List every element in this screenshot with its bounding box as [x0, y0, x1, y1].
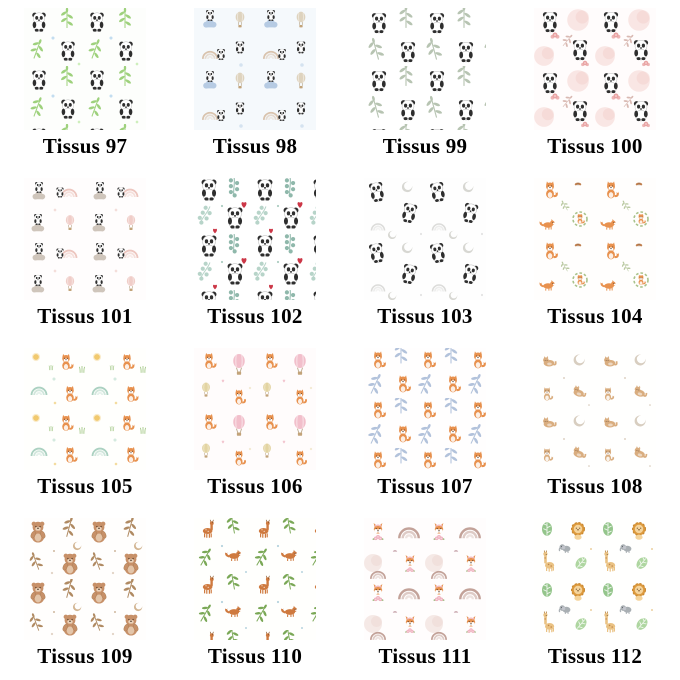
fabric-label: Tissus 107: [377, 474, 473, 498]
fabric-label: Tissus 105: [37, 474, 133, 498]
fabric-cell[interactable]: Tissus 99: [340, 0, 510, 170]
fabric-swatch-image[interactable]: [364, 518, 486, 640]
fabric-cell[interactable]: Tissus 103: [340, 170, 510, 340]
fabric-label: Tissus 98: [212, 134, 298, 158]
fabric-label: Tissus 111: [378, 644, 472, 668]
fabric-label: Tissus 101: [37, 304, 133, 328]
fabric-swatch-image[interactable]: [364, 348, 486, 470]
fabric-cell[interactable]: Tissus 98: [170, 0, 340, 170]
fabric-swatch-image[interactable]: [24, 178, 146, 300]
fabric-label: Tissus 106: [207, 474, 303, 498]
fabric-label: Tissus 110: [207, 644, 303, 668]
fabric-swatch-image[interactable]: [534, 518, 656, 640]
fabric-swatch-image[interactable]: [24, 348, 146, 470]
fabric-label: Tissus 112: [547, 644, 643, 668]
fabric-label: Tissus 108: [547, 474, 643, 498]
fabric-cell[interactable]: Tissus 100: [510, 0, 680, 170]
fabric-cell[interactable]: Tissus 104: [510, 170, 680, 340]
fabric-swatch-image[interactable]: [364, 178, 486, 300]
fabric-swatch-image[interactable]: [194, 178, 316, 300]
fabric-cell[interactable]: Tissus 97: [0, 0, 170, 170]
fabric-swatch-image[interactable]: [194, 8, 316, 130]
fabric-cell[interactable]: Tissus 111: [340, 510, 510, 680]
fabric-cell[interactable]: Tissus 106: [170, 340, 340, 510]
fabric-cell[interactable]: Tissus 105: [0, 340, 170, 510]
fabric-cell[interactable]: Tissus 109: [0, 510, 170, 680]
fabric-cell[interactable]: Tissus 110: [170, 510, 340, 680]
fabric-swatch-image[interactable]: [194, 348, 316, 470]
fabric-swatch-image[interactable]: [24, 518, 146, 640]
fabric-swatch-image[interactable]: [534, 8, 656, 130]
fabric-label: Tissus 99: [382, 134, 468, 158]
fabric-swatch-image[interactable]: [534, 178, 656, 300]
fabric-cell[interactable]: Tissus 108: [510, 340, 680, 510]
fabric-label: Tissus 102: [207, 304, 303, 328]
fabric-swatch-image[interactable]: [534, 348, 656, 470]
fabric-swatch-image[interactable]: [364, 8, 486, 130]
fabric-label: Tissus 104: [547, 304, 643, 328]
fabric-label: Tissus 97: [42, 134, 128, 158]
fabric-cell[interactable]: Tissus 112: [510, 510, 680, 680]
fabric-swatch-image[interactable]: [194, 518, 316, 640]
fabric-cell[interactable]: Tissus 107: [340, 340, 510, 510]
fabric-swatch-image[interactable]: [24, 8, 146, 130]
fabric-cell[interactable]: Tissus 102: [170, 170, 340, 340]
fabric-cell[interactable]: Tissus 101: [0, 170, 170, 340]
fabric-label: Tissus 109: [37, 644, 133, 668]
fabric-label: Tissus 100: [547, 134, 643, 158]
fabric-label: Tissus 103: [377, 304, 473, 328]
